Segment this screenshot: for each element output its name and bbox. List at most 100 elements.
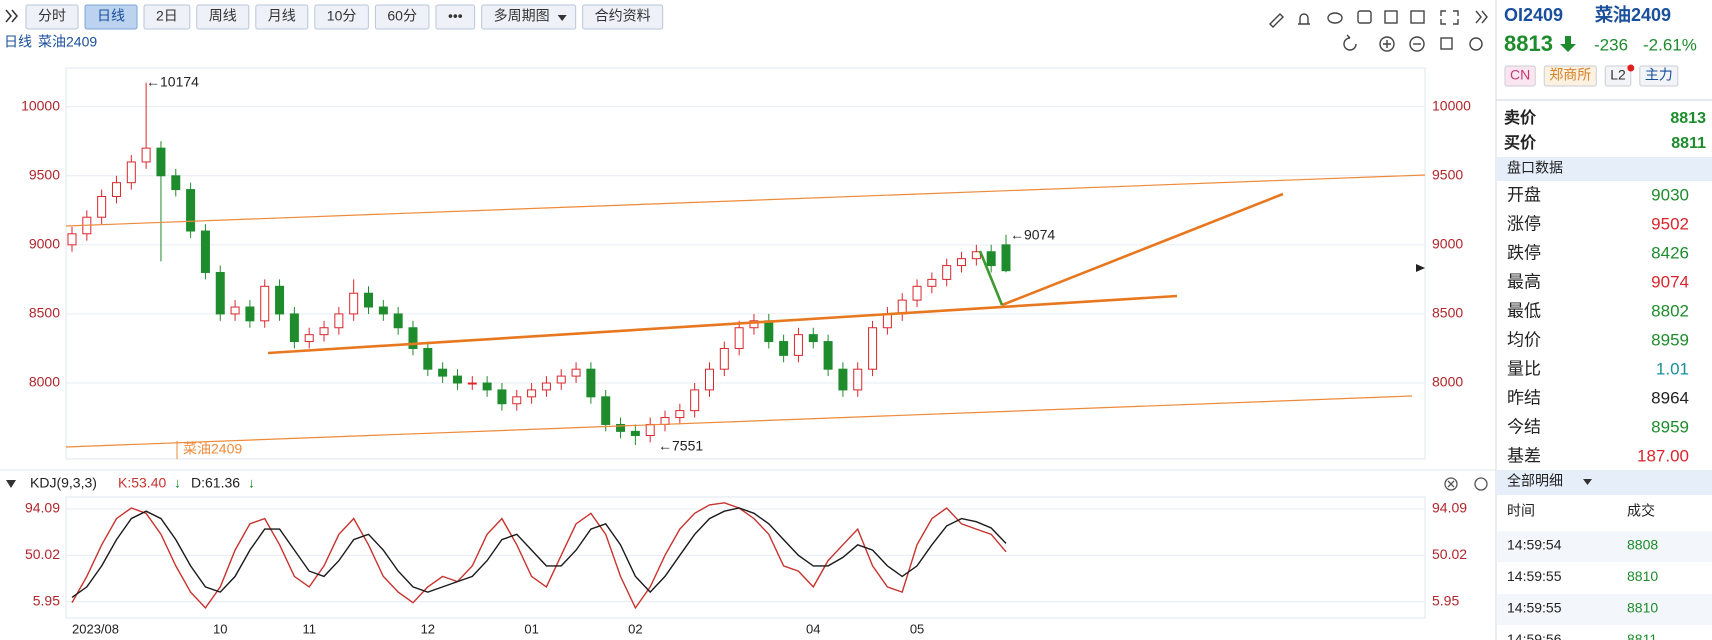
toolbar-button[interactable] [374, 4, 430, 30]
stat-label: 量比 [1507, 359, 1541, 378]
candle-body [200, 230, 210, 273]
toolbar-button-label[interactable]: 日线 [97, 8, 125, 24]
stat-value: 9030 [1651, 185, 1689, 204]
candle-body [541, 382, 551, 391]
tag [1639, 65, 1679, 87]
candle-body [378, 306, 388, 315]
stat-label: 开盘 [1507, 185, 1541, 204]
candle-body [423, 347, 433, 370]
down-arrow [1560, 36, 1576, 52]
alert-icon[interactable] [1298, 13, 1310, 25]
toolbar-button[interactable] [25, 4, 79, 30]
stat-value: 9074 [1651, 272, 1689, 291]
candle-body [141, 147, 151, 163]
candle-body [601, 396, 611, 425]
toolbar-button-label[interactable]: 10分 [327, 8, 357, 24]
toolbar-button-label[interactable]: 周线 [209, 8, 237, 24]
reset-icon[interactable] [1440, 37, 1453, 50]
candle-body [882, 313, 892, 329]
d-label: D:61.36 [191, 475, 240, 491]
trade-time: 14:59:54 [1507, 537, 1562, 553]
stat-label: 最高 [1507, 272, 1541, 291]
toolbar-button-label[interactable]: 2日 [156, 8, 178, 24]
indicator-settings[interactable] [1474, 477, 1488, 491]
panel-icon[interactable] [1475, 10, 1488, 24]
annotation: ←7551 [658, 438, 703, 454]
zoom-in-icon[interactable] [1379, 36, 1395, 52]
x-tick-label: 05 [910, 621, 924, 636]
layout-icon[interactable] [1410, 10, 1425, 24]
trade-time: 14:59:55 [1507, 568, 1562, 584]
y-tick-label: 8000 [29, 374, 60, 390]
candle-body [630, 430, 640, 437]
collapse-icon[interactable] [5, 9, 18, 23]
candle-body [67, 233, 77, 246]
candle-body [793, 334, 803, 356]
indicator-title: KDJ(9,3,3) [30, 475, 97, 491]
trend-line-pullback [978, 250, 1004, 306]
stat-label: 涨停 [1507, 214, 1541, 233]
toolbar-button[interactable] [255, 4, 309, 30]
toolbar-button-label[interactable]: 分时 [38, 8, 66, 24]
stat-value: 8426 [1651, 243, 1689, 262]
toolbar-button-label[interactable]: 合约资料 [595, 8, 651, 24]
candle-body [586, 368, 596, 398]
candle-body [111, 182, 121, 197]
view-icon[interactable] [1327, 12, 1343, 24]
x-tick-label: 10 [213, 621, 227, 636]
candle-body [512, 396, 522, 405]
trade-time: 14:59:56 [1507, 631, 1562, 640]
candle-body [304, 334, 314, 343]
trades-table: 14:59:54 8808 14:59:55 8810 14:59:55 8810 14:5… [1497, 531, 1712, 640]
x-tick-label: 01 [524, 621, 538, 636]
candle-body [452, 375, 462, 384]
stat-value: 8964 [1651, 388, 1689, 407]
toolbar-button[interactable] [84, 4, 138, 30]
tag [1504, 65, 1536, 87]
trend-line-support [267, 294, 1178, 355]
book-value: 8811 [1671, 135, 1706, 152]
tag-label: 主力 [1645, 67, 1673, 83]
y-tick-label-right: 10000 [1432, 97, 1471, 113]
stat-label: 均价 [1507, 330, 1541, 349]
toolbar-button[interactable] [196, 4, 250, 30]
window-icon[interactable] [1384, 10, 1398, 24]
fullscreen-icon[interactable] [1440, 10, 1459, 25]
trades-header: 成交 [1627, 503, 1655, 519]
tag [1604, 65, 1632, 87]
trend-lines [65, 174, 1426, 459]
x-tick-label: 02 [628, 621, 642, 636]
collapse-indicator[interactable] [6, 480, 16, 488]
candle-body [838, 368, 848, 391]
toolbar-button-label[interactable]: 多周期图 [494, 8, 550, 24]
zoom-out-icon[interactable] [1409, 36, 1425, 52]
trades-dropdown[interactable] [1583, 479, 1592, 485]
candle-body [245, 306, 255, 322]
stat-value: 1.01 [1656, 359, 1689, 378]
candle-body [971, 251, 981, 260]
toolbar-button-label[interactable]: 月线 [268, 8, 296, 24]
close-indicator[interactable] [1444, 477, 1458, 491]
stat-value: 187.00 [1637, 446, 1689, 465]
trend-line-projection [1001, 192, 1284, 307]
toolbar-button[interactable] [143, 4, 191, 30]
candle-body [497, 389, 507, 405]
k-label: K:53.40 [118, 475, 166, 491]
toolbar-button[interactable] [314, 4, 369, 30]
y-tick-label-right: 5.95 [1432, 592, 1459, 608]
toolbar-button[interactable] [582, 4, 664, 30]
toolbar-button-label[interactable]: 60分 [387, 8, 417, 24]
toolbar-button-label[interactable]: ••• [448, 8, 463, 24]
candle-body [616, 423, 626, 432]
close-x [1447, 480, 1455, 488]
toolbar-button[interactable] [481, 4, 577, 30]
undo-icon[interactable] [1343, 34, 1357, 51]
stat-value: 8959 [1651, 330, 1689, 349]
camera-icon[interactable] [1357, 10, 1372, 24]
settings-icon[interactable] [1469, 37, 1483, 51]
toolbar-button[interactable] [435, 4, 476, 30]
draw-icon[interactable] [1269, 13, 1284, 28]
y-tick-label: 9500 [29, 166, 60, 182]
candle-body [571, 368, 581, 377]
